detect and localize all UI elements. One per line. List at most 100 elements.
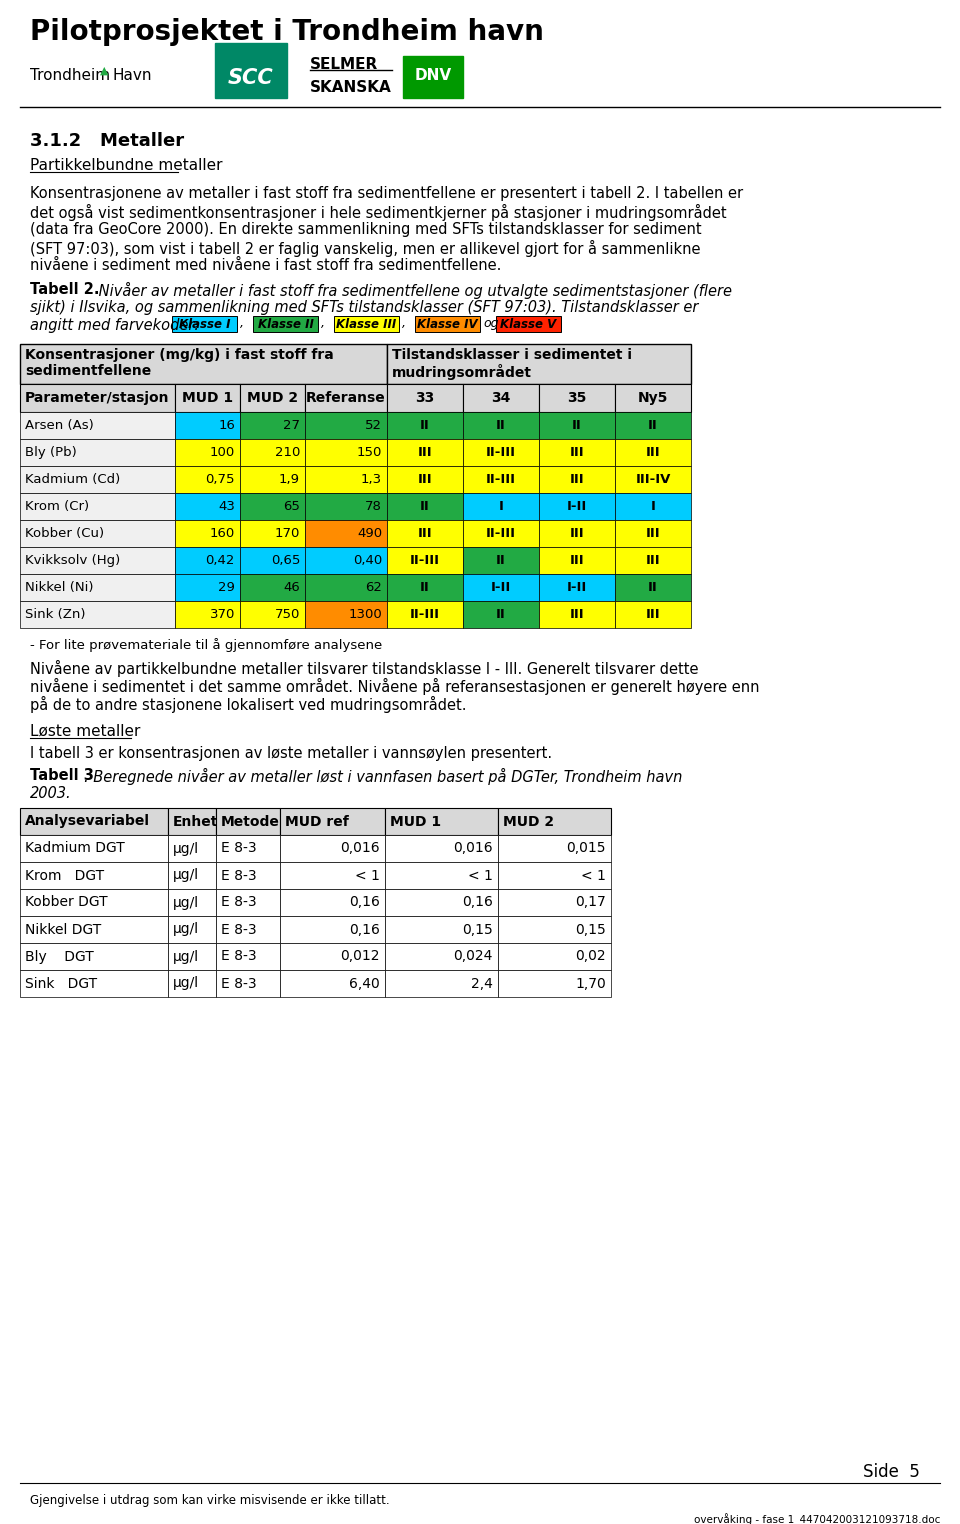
Bar [387, 411, 463, 439]
Bar [216, 916, 280, 943]
Bar [385, 916, 498, 943]
Text: Bly    DGT: Bly DGT [25, 949, 94, 963]
Text: < 1: < 1 [581, 869, 606, 882]
Bar [175, 384, 240, 411]
Bar [305, 492, 387, 520]
Text: Side  5: Side 5 [863, 1463, 920, 1481]
Text: SCC: SCC [228, 69, 274, 88]
Text: - For lite prøvemateriale til å gjennomføre analysene: - For lite prøvemateriale til å gjennomf… [30, 639, 382, 652]
Text: og: og [483, 317, 498, 331]
Text: 490: 490 [357, 527, 382, 539]
Bar [20, 863, 168, 888]
Bar [175, 600, 240, 628]
Text: . Beregnede nivåer av metaller løst i vannfasen basert på DGTer, Trondheim havn: . Beregnede nivåer av metaller løst i va… [84, 768, 683, 785]
Text: Trondheim: Trondheim [30, 69, 110, 82]
Text: Bly (Pb): Bly (Pb) [25, 447, 77, 459]
Text: Havn: Havn [113, 69, 153, 82]
Bar [463, 547, 539, 575]
Text: I-II: I-II [491, 581, 511, 594]
Bar [498, 969, 611, 997]
Text: Klasse II: Klasse II [257, 317, 313, 331]
Text: Nivåer av metaller i fast stoff fra sedimentfellene og utvalgte sedimentstasjone: Nivåer av metaller i fast stoff fra sedi… [94, 282, 732, 299]
Bar [539, 600, 615, 628]
Text: 16: 16 [218, 419, 235, 431]
Text: II: II [648, 419, 658, 431]
Bar [240, 520, 305, 547]
Text: 100: 100 [209, 447, 235, 459]
Text: 0,02: 0,02 [575, 949, 606, 963]
Text: III: III [569, 447, 585, 459]
Bar [168, 808, 216, 835]
Text: Tabell 3: Tabell 3 [30, 768, 94, 783]
Text: II-III: II-III [410, 555, 440, 567]
Text: MUD 2: MUD 2 [503, 814, 554, 829]
Bar [216, 888, 280, 916]
Text: II-III: II-III [486, 527, 516, 539]
Text: Nikkel (Ni): Nikkel (Ni) [25, 581, 93, 594]
Text: Metode: Metode [221, 814, 280, 829]
Bar [463, 384, 539, 411]
Bar [168, 835, 216, 863]
Text: μg/l: μg/l [173, 922, 199, 937]
Text: Klasse I: Klasse I [179, 317, 230, 331]
Text: 0,65: 0,65 [271, 555, 300, 567]
Text: I: I [651, 500, 656, 514]
Text: Kadmium (Cd): Kadmium (Cd) [25, 472, 120, 486]
Bar [385, 863, 498, 888]
Bar [385, 943, 498, 969]
Text: 35: 35 [567, 392, 587, 405]
Text: overvåking - fase 1_447042003121093718.doc: overvåking - fase 1_447042003121093718.d… [694, 1513, 940, 1524]
Bar [168, 943, 216, 969]
Text: Tilstandsklasser i sedimentet i: Tilstandsklasser i sedimentet i [392, 347, 632, 363]
Bar [20, 439, 175, 466]
Text: Nikkel DGT: Nikkel DGT [25, 922, 101, 937]
Bar [175, 411, 240, 439]
Text: 0,016: 0,016 [341, 841, 380, 855]
Bar [20, 547, 175, 575]
Text: Partikkelbundne metaller: Partikkelbundne metaller [30, 158, 223, 174]
Bar [216, 808, 280, 835]
Text: II: II [420, 581, 430, 594]
Text: μg/l: μg/l [173, 949, 199, 963]
Text: Klasse V: Klasse V [500, 317, 557, 331]
Text: III: III [569, 472, 585, 486]
Text: angitt med farvekoder:: angitt med farvekoder: [30, 319, 204, 334]
Text: 210: 210 [275, 447, 300, 459]
Text: 46: 46 [283, 581, 300, 594]
Bar [539, 439, 615, 466]
Text: 43: 43 [218, 500, 235, 514]
Text: Løste metaller: Løste metaller [30, 724, 140, 739]
Text: 370: 370 [209, 608, 235, 620]
Text: 750: 750 [275, 608, 300, 620]
Text: 170: 170 [275, 527, 300, 539]
Bar [615, 411, 691, 439]
Bar [20, 600, 175, 628]
Bar [216, 863, 280, 888]
Text: Krom   DGT: Krom DGT [25, 869, 104, 882]
Bar [20, 916, 168, 943]
Bar [385, 969, 498, 997]
Text: I-II: I-II [566, 500, 588, 514]
Bar [539, 575, 615, 600]
Text: Kvikksolv (Hg): Kvikksolv (Hg) [25, 555, 120, 567]
Bar [20, 575, 175, 600]
Bar [387, 547, 463, 575]
Bar [615, 492, 691, 520]
Bar [20, 520, 175, 547]
Bar [240, 439, 305, 466]
Text: 0,024: 0,024 [454, 949, 493, 963]
Bar [280, 835, 385, 863]
Bar [20, 888, 168, 916]
Bar [240, 466, 305, 492]
Text: E 8-3: E 8-3 [221, 869, 256, 882]
Bar [305, 575, 387, 600]
Bar [463, 600, 539, 628]
Bar [305, 600, 387, 628]
Text: Klasse III: Klasse III [336, 317, 396, 331]
Text: III: III [646, 555, 660, 567]
Text: 0,16: 0,16 [462, 896, 493, 910]
Bar [498, 888, 611, 916]
Text: II: II [496, 608, 506, 620]
Bar [387, 384, 463, 411]
Text: 29: 29 [218, 581, 235, 594]
